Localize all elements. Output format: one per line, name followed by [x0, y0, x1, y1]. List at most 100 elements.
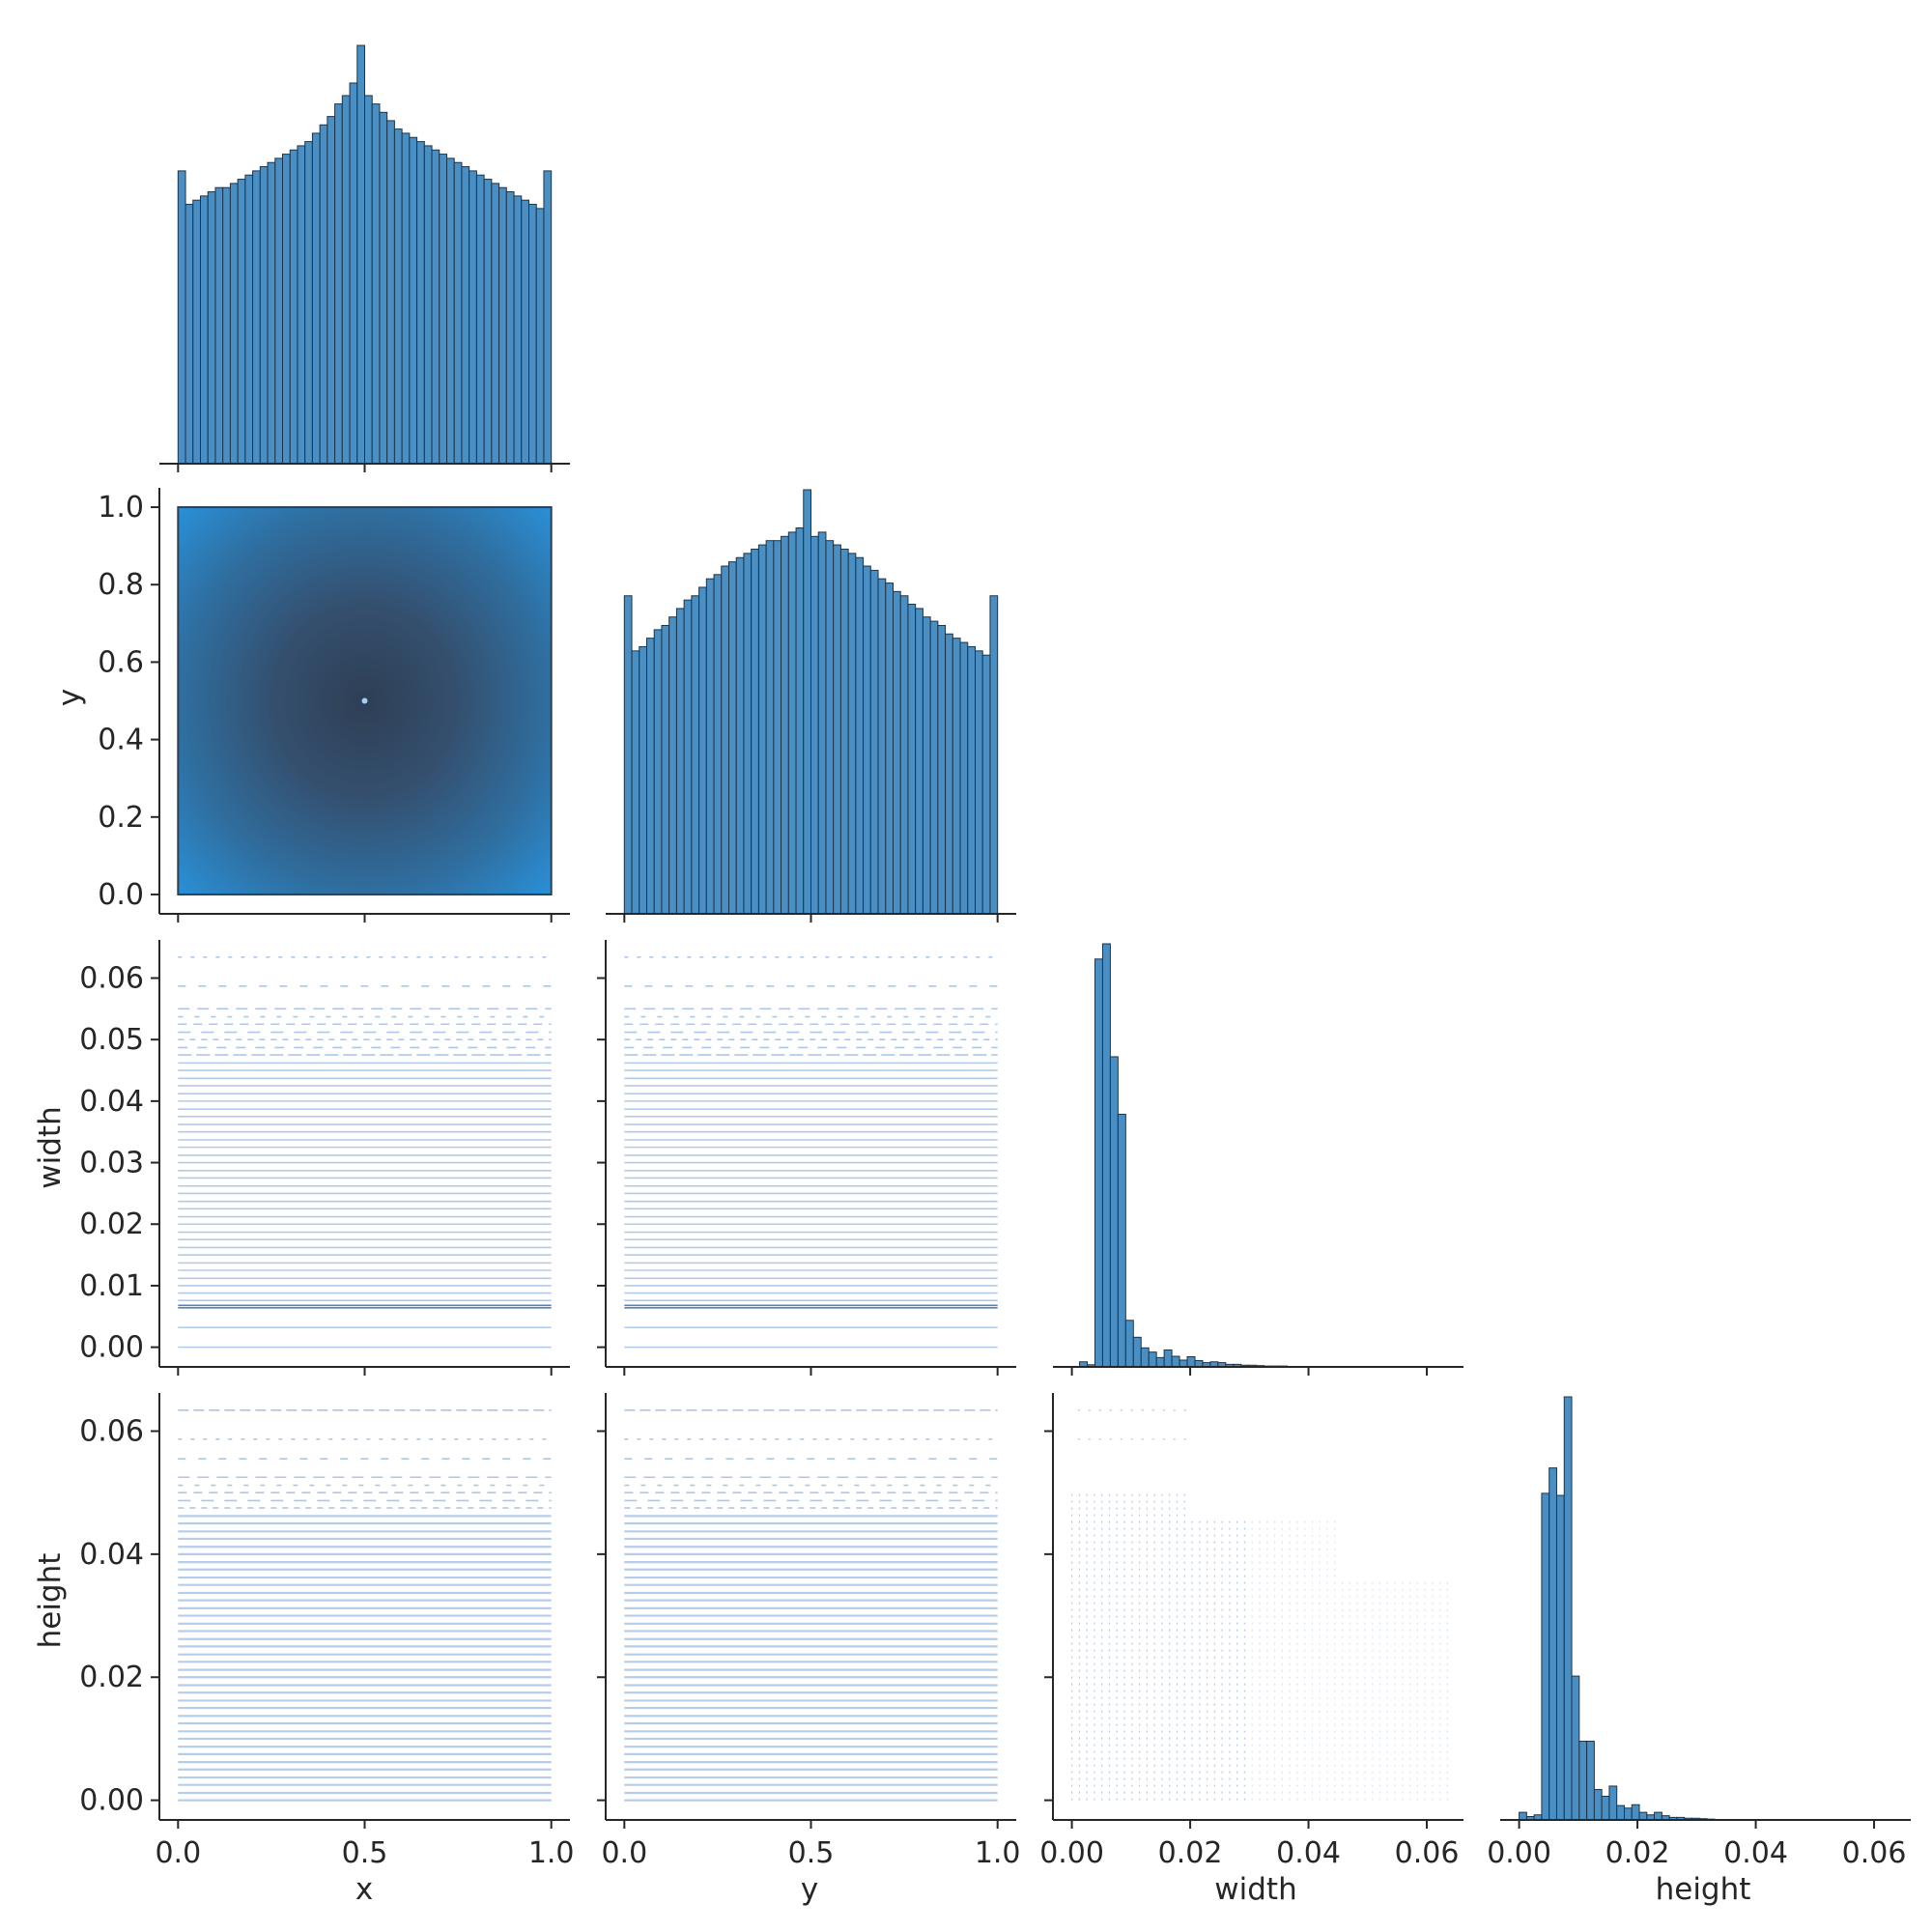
hist-bar [885, 582, 894, 915]
hist-bar [356, 44, 366, 465]
hist-bar [528, 204, 537, 465]
hist-bar [713, 574, 723, 915]
hist-bar [959, 641, 969, 915]
hist-bar [469, 170, 477, 465]
hist-bar [543, 170, 553, 465]
hist-bar [289, 149, 298, 465]
hist-bar [989, 595, 999, 915]
hist-bar [787, 531, 797, 915]
x-tick-label: 0.04 [1276, 1836, 1341, 1870]
panels-layer: 0.00.20.40.60.81.00.000.010.020.030.040.… [79, 44, 1911, 1870]
y-tick-label: 0.2 [98, 801, 144, 835]
scatter-r3c1 [624, 1409, 998, 1802]
hist-bar [252, 170, 261, 465]
hist-bar [177, 170, 186, 465]
hist-bar [341, 95, 351, 465]
axes-frame-r2c2 [1053, 1366, 1463, 1376]
y-tick-label: 0.04 [79, 1538, 144, 1572]
hist-bar [1616, 1804, 1625, 1821]
y-tick-label: 0.03 [79, 1147, 144, 1180]
hist-bar [773, 540, 782, 915]
hist-bar [757, 544, 767, 915]
hist-bar [1519, 1811, 1527, 1821]
hist-bar [967, 645, 976, 915]
hist-bar [803, 489, 811, 915]
hist-bar [945, 633, 953, 915]
hist-bar [1608, 1785, 1618, 1821]
histogram-r0c0 [177, 44, 553, 465]
axes-frame-r2c1 [597, 940, 1016, 1376]
hist-bar [683, 599, 693, 915]
hist-bar [1571, 1675, 1580, 1821]
hist-bar [907, 604, 917, 915]
xlabel-y: y [801, 1872, 818, 1907]
axes-frame-r1c1 [606, 913, 1016, 923]
hist-bar [259, 166, 269, 465]
hist-bar [705, 578, 715, 915]
hist-bar [237, 179, 246, 465]
scatter-height-vs-width [1070, 1409, 1449, 1801]
hist-bar [446, 157, 455, 465]
x-tick-label: 0.02 [1158, 1836, 1223, 1870]
hist-bar [423, 145, 433, 465]
scatter-r2c1 [624, 956, 998, 1349]
axes-frame-r1c0: 0.0 0.2 0.4 0.6 0.8 1.0 [98, 488, 570, 923]
y-tick-label: 0.02 [79, 1208, 144, 1241]
hist-bar [691, 595, 700, 915]
hist-bar [1163, 1349, 1173, 1368]
hist2d-peak [361, 697, 368, 704]
hist-bar [491, 183, 500, 465]
hist-bar [631, 650, 640, 915]
x-tick-label: 0.06 [1842, 1836, 1907, 1870]
x-tick-label: 0.0 [601, 1836, 647, 1870]
hist-bar [765, 540, 775, 915]
ylabel-width: width [33, 1106, 68, 1188]
hist-bar [327, 116, 336, 465]
hist-bar [453, 161, 463, 465]
hist-bar [439, 154, 448, 465]
histogram-r2c2 [1079, 943, 1295, 1368]
y-tick-label: 0.05 [79, 1023, 144, 1057]
hist-bar [1623, 1807, 1633, 1821]
axes-frame-r2c0: 0.00 0.01 0.02 0.03 0.04 0.05 0.06 [79, 940, 570, 1376]
hist-bar [1555, 1494, 1565, 1821]
hist-bar [743, 553, 753, 915]
hist-bar [214, 186, 224, 465]
hist-bar [431, 149, 440, 465]
xlabel-width: width [1214, 1872, 1296, 1907]
hist-bar [1140, 1347, 1150, 1368]
hist-bar [319, 124, 328, 465]
axes-frame-r3c1: 0.0 0.5 1.0 [597, 1393, 1021, 1870]
hist-bar [244, 174, 254, 465]
hist-bar [751, 548, 759, 915]
y-tick-label: 0.8 [98, 568, 144, 602]
hist-bar [668, 616, 677, 915]
y-tick-label: 1.0 [98, 491, 144, 525]
y-tick-label: 0.06 [79, 1414, 144, 1448]
y-tick-label: 0.00 [79, 1784, 144, 1818]
hist-bar [893, 590, 901, 915]
scatter-r2c0 [178, 956, 552, 1349]
hist-bar [781, 535, 789, 915]
hist-bar [1094, 958, 1103, 1368]
hist-bar [1563, 1396, 1573, 1821]
hist-bar [274, 157, 284, 465]
hist-bar [1117, 1114, 1126, 1368]
hist-bar [810, 535, 819, 915]
hist-bar [200, 195, 209, 465]
hist-bar [461, 166, 470, 465]
y-tick-label: 0.06 [79, 961, 144, 995]
hist-bar [929, 620, 939, 915]
hist-bar [229, 183, 239, 465]
hist-bar [981, 654, 991, 915]
hist-bar [416, 141, 425, 465]
hist-bar [282, 154, 291, 465]
hist-bar [1638, 1811, 1648, 1821]
hist-bar [847, 553, 857, 915]
hist-bar [1586, 1741, 1595, 1821]
hist-bar [1155, 1356, 1165, 1368]
hist-bar [1541, 1492, 1550, 1821]
y-tick-label: 0.0 [98, 878, 144, 912]
histogram-r3c3 [1519, 1396, 1716, 1821]
